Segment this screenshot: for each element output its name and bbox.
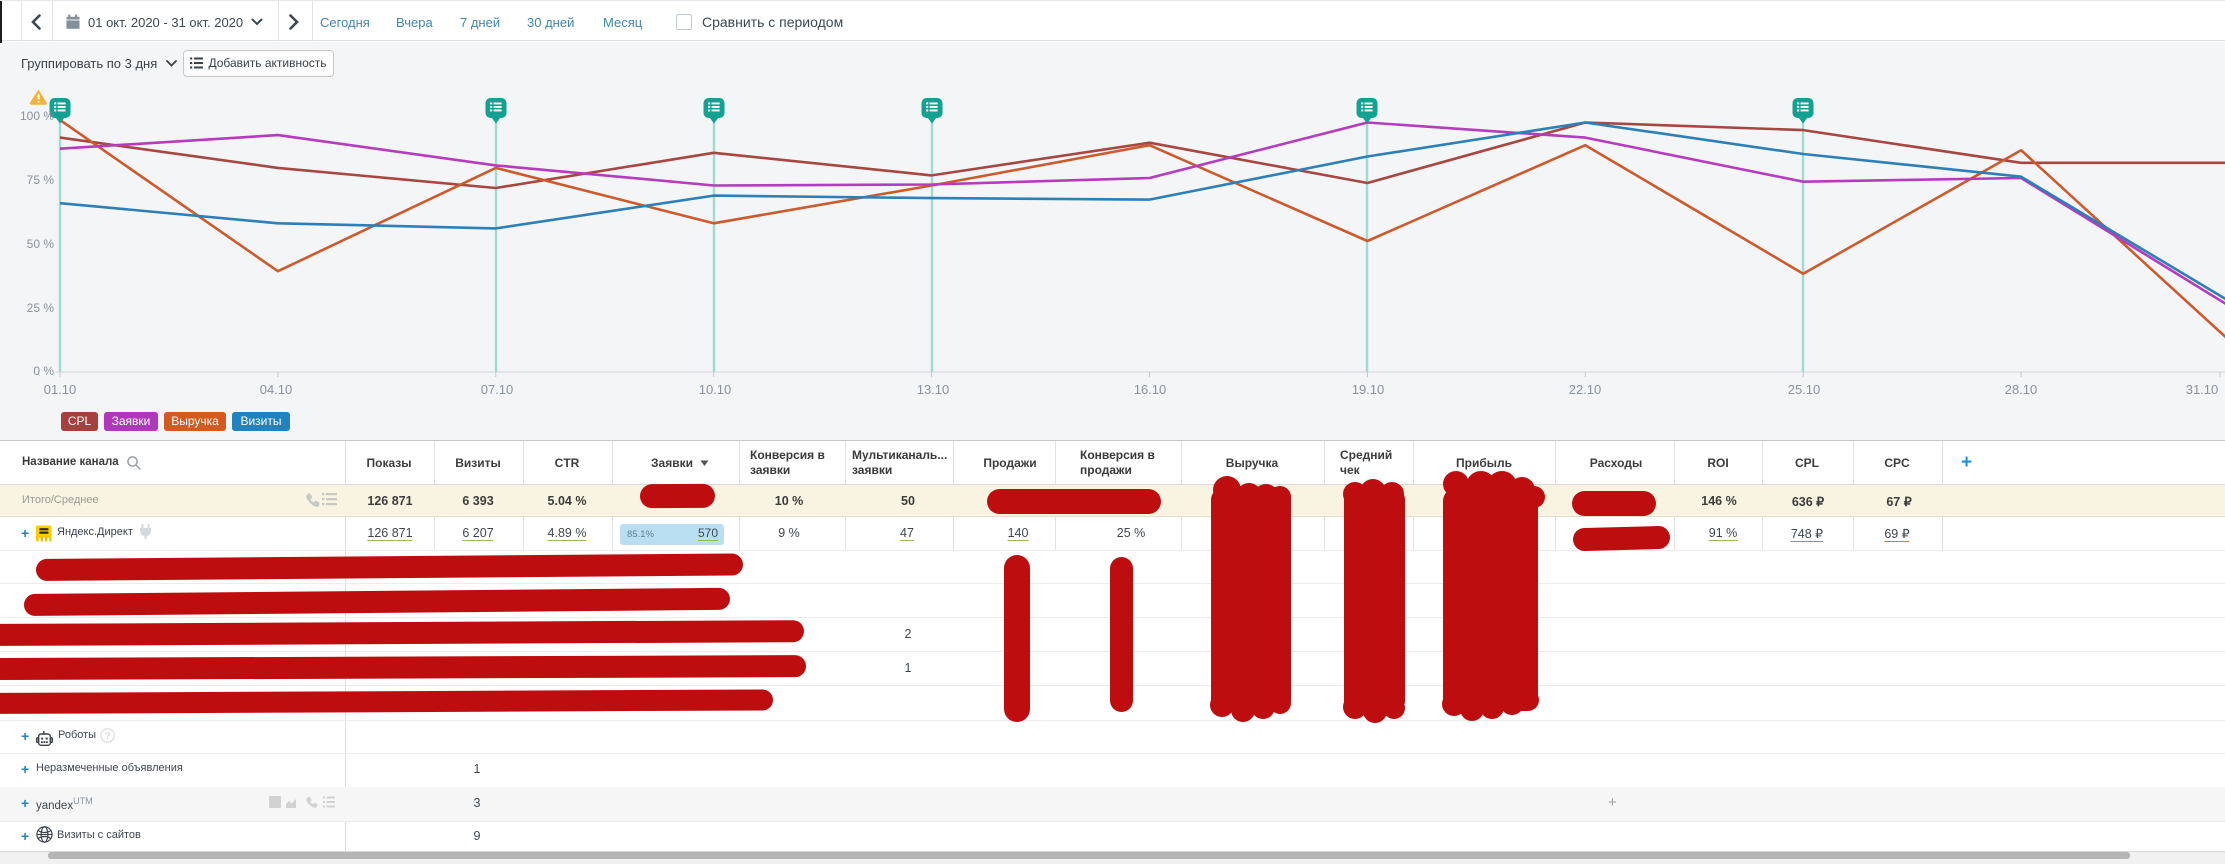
svg-text:?: ? [105,731,110,742]
